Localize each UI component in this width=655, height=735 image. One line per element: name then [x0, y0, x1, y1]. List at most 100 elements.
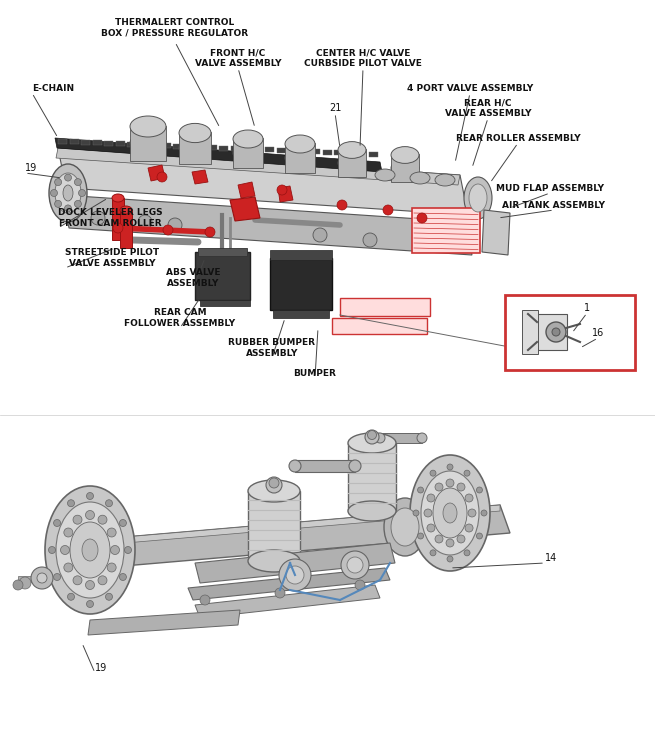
Circle shape: [447, 556, 453, 562]
Circle shape: [54, 179, 62, 186]
Bar: [138, 143, 147, 147]
Ellipse shape: [285, 149, 315, 167]
Circle shape: [91, 211, 105, 225]
Polygon shape: [188, 568, 390, 600]
Polygon shape: [88, 610, 240, 635]
Ellipse shape: [348, 433, 396, 453]
Circle shape: [552, 328, 560, 336]
Circle shape: [468, 509, 476, 517]
Polygon shape: [148, 165, 165, 181]
Bar: [112, 198, 124, 240]
Circle shape: [435, 483, 443, 491]
Circle shape: [383, 205, 393, 215]
Circle shape: [64, 205, 71, 212]
Text: REAR ROLLER ASSEMBLY: REAR ROLLER ASSEMBLY: [456, 134, 580, 143]
Text: STREETSIDE PILOT
VALVE ASSEMBLY: STREETSIDE PILOT VALVE ASSEMBLY: [65, 248, 159, 268]
Ellipse shape: [279, 559, 311, 591]
Bar: [380, 433, 422, 443]
Ellipse shape: [37, 573, 47, 583]
Circle shape: [430, 550, 436, 556]
Circle shape: [465, 494, 473, 502]
Circle shape: [476, 533, 483, 539]
Circle shape: [424, 509, 432, 517]
Bar: [340, 298, 430, 316]
Ellipse shape: [233, 130, 263, 148]
Bar: [200, 300, 250, 306]
Text: 19: 19: [25, 163, 37, 173]
Polygon shape: [482, 210, 510, 255]
Bar: [276, 148, 286, 153]
Circle shape: [337, 200, 347, 210]
Bar: [537, 314, 567, 350]
Circle shape: [481, 510, 487, 516]
Text: 19: 19: [95, 663, 107, 673]
Circle shape: [54, 573, 61, 581]
Bar: [505, 295, 635, 370]
Circle shape: [546, 322, 566, 342]
Circle shape: [157, 172, 167, 182]
Circle shape: [107, 528, 116, 537]
Polygon shape: [195, 543, 395, 583]
Bar: [522, 310, 538, 354]
Circle shape: [13, 580, 23, 590]
Ellipse shape: [233, 144, 263, 162]
Circle shape: [54, 201, 62, 207]
Ellipse shape: [31, 567, 53, 589]
Circle shape: [163, 225, 173, 235]
Ellipse shape: [391, 508, 419, 546]
Circle shape: [98, 576, 107, 585]
Text: BUMPER: BUMPER: [293, 368, 337, 378]
Bar: [248, 491, 300, 561]
Bar: [130, 126, 166, 160]
Bar: [253, 147, 263, 152]
Ellipse shape: [130, 132, 166, 154]
Ellipse shape: [469, 184, 487, 212]
Text: 1: 1: [584, 303, 590, 313]
Ellipse shape: [341, 551, 369, 579]
Ellipse shape: [286, 566, 304, 584]
Circle shape: [67, 593, 75, 600]
Ellipse shape: [435, 174, 455, 186]
Circle shape: [457, 535, 465, 543]
Circle shape: [355, 580, 365, 590]
Bar: [104, 141, 113, 146]
Ellipse shape: [391, 146, 419, 163]
Circle shape: [86, 600, 94, 608]
Circle shape: [417, 213, 427, 223]
Bar: [334, 150, 343, 155]
Text: 14: 14: [545, 553, 557, 563]
Bar: [196, 145, 205, 150]
Polygon shape: [195, 585, 380, 618]
Circle shape: [363, 233, 377, 247]
Circle shape: [73, 515, 82, 524]
Circle shape: [105, 500, 113, 506]
Text: RUBBER BUMPER
ASSEMBLY: RUBBER BUMPER ASSEMBLY: [229, 338, 316, 358]
Circle shape: [86, 581, 94, 589]
Circle shape: [200, 595, 210, 605]
Circle shape: [476, 487, 483, 493]
Circle shape: [435, 535, 443, 543]
Circle shape: [75, 201, 81, 207]
Bar: [338, 149, 366, 177]
Text: 4 PORT VALVE ASSEMBLY: 4 PORT VALVE ASSEMBLY: [407, 84, 533, 93]
Ellipse shape: [347, 557, 363, 573]
Bar: [198, 248, 247, 256]
Ellipse shape: [443, 503, 457, 523]
Ellipse shape: [410, 455, 490, 571]
Circle shape: [75, 179, 81, 186]
Bar: [311, 149, 320, 154]
Bar: [69, 140, 79, 145]
Bar: [208, 145, 217, 150]
Circle shape: [464, 550, 470, 556]
Ellipse shape: [63, 185, 73, 201]
Ellipse shape: [49, 164, 87, 222]
Bar: [115, 141, 124, 146]
Bar: [150, 143, 159, 148]
Ellipse shape: [130, 116, 166, 137]
Bar: [369, 151, 377, 157]
Ellipse shape: [417, 433, 427, 443]
Polygon shape: [62, 195, 472, 255]
Text: DOCK LEVELER LEGS
FRONT CAM ROLLER: DOCK LEVELER LEGS FRONT CAM ROLLER: [58, 208, 162, 228]
Text: ABS VALVE
ASSEMBLY: ABS VALVE ASSEMBLY: [166, 268, 220, 287]
Circle shape: [417, 487, 424, 493]
